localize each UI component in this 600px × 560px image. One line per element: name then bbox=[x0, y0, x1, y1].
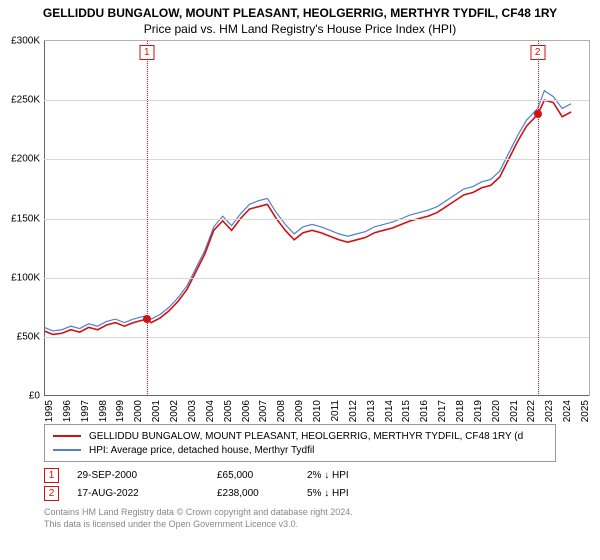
legend-swatch bbox=[53, 449, 81, 451]
y-tick-label: £100K bbox=[11, 272, 44, 283]
legend-label: GELLIDDU BUNGALOW, MOUNT PLEASANT, HEOLG… bbox=[89, 431, 523, 442]
chart-title-sub: Price paid vs. HM Land Registry's House … bbox=[0, 20, 600, 40]
x-tick-label: 2008 bbox=[276, 400, 287, 422]
x-tick-label: 2024 bbox=[562, 400, 573, 422]
sale-marker-index: 2 bbox=[530, 45, 545, 60]
chart-title-main: GELLIDDU BUNGALOW, MOUNT PLEASANT, HEOLG… bbox=[0, 0, 600, 20]
x-tick-label: 2002 bbox=[169, 400, 180, 422]
sale-row: 1 29-SEP-2000£65,0002% ↓ HPI bbox=[44, 466, 556, 484]
x-tick-label: 2016 bbox=[419, 400, 430, 422]
x-tick-label: 2012 bbox=[348, 400, 359, 422]
sale-marker-dot bbox=[534, 110, 542, 118]
y-gridline bbox=[44, 278, 589, 279]
sale-marker-dot bbox=[143, 315, 151, 323]
x-tick-label: 2007 bbox=[258, 400, 269, 422]
x-tick-label: 1996 bbox=[62, 400, 73, 422]
y-tick-label: £200K bbox=[11, 154, 44, 165]
sale-marker-line bbox=[538, 41, 539, 396]
x-tick-label: 2023 bbox=[544, 400, 555, 422]
sale-delta: 2% ↓ HPI bbox=[307, 470, 556, 481]
footer-attribution: Contains HM Land Registry data © Crown c… bbox=[44, 506, 556, 530]
y-tick-label: £150K bbox=[11, 213, 44, 224]
y-gridline bbox=[44, 159, 589, 160]
legend-item: GELLIDDU BUNGALOW, MOUNT PLEASANT, HEOLG… bbox=[53, 429, 547, 443]
x-tick-label: 2009 bbox=[294, 400, 305, 422]
x-tick-label: 2000 bbox=[133, 400, 144, 422]
footer-line-2: This data is licensed under the Open Gov… bbox=[44, 518, 556, 530]
x-tick-label: 2004 bbox=[205, 400, 216, 422]
x-tick-label: 2017 bbox=[437, 400, 448, 422]
x-tick-label: 1997 bbox=[80, 400, 91, 422]
x-tick-label: 2013 bbox=[366, 400, 377, 422]
y-tick-label: £300K bbox=[11, 36, 44, 47]
chart-area: £0£50K£100K£150K£200K£250K£300K199519961… bbox=[44, 40, 590, 420]
legend-item: HPI: Average price, detached house, Mert… bbox=[53, 443, 547, 457]
sale-marker-index: 1 bbox=[139, 45, 154, 60]
y-tick-label: £0 bbox=[29, 391, 44, 402]
plot-region: £0£50K£100K£150K£200K£250K£300K199519961… bbox=[44, 40, 590, 396]
x-tick-label: 1998 bbox=[98, 400, 109, 422]
x-tick-label: 2015 bbox=[401, 400, 412, 422]
y-gridline bbox=[44, 337, 589, 338]
series-price_paid bbox=[44, 100, 571, 334]
legend-label: HPI: Average price, detached house, Mert… bbox=[89, 445, 314, 456]
y-gridline bbox=[44, 219, 589, 220]
x-tick-label: 2022 bbox=[526, 400, 537, 422]
x-tick-label: 2010 bbox=[312, 400, 323, 422]
sale-delta: 5% ↓ HPI bbox=[307, 488, 556, 499]
sale-index: 1 bbox=[44, 468, 59, 483]
x-tick-label: 2020 bbox=[491, 400, 502, 422]
x-tick-label: 2011 bbox=[330, 400, 341, 422]
series-hpi bbox=[44, 91, 571, 331]
y-gridline bbox=[44, 100, 589, 101]
x-tick-label: 2021 bbox=[509, 400, 520, 422]
sales-table: 1 29-SEP-2000£65,0002% ↓ HPI 2 17-AUG-2022£… bbox=[44, 466, 556, 502]
x-tick-label: 2005 bbox=[223, 400, 234, 422]
legend: GELLIDDU BUNGALOW, MOUNT PLEASANT, HEOLG… bbox=[44, 424, 556, 462]
x-tick-label: 2014 bbox=[384, 400, 395, 422]
sale-price: £65,000 bbox=[217, 470, 307, 481]
sale-index: 2 bbox=[44, 486, 59, 501]
x-tick-label: 2018 bbox=[455, 400, 466, 422]
y-tick-label: £250K bbox=[11, 95, 44, 106]
x-tick-label: 2025 bbox=[580, 400, 591, 422]
y-tick-label: £50K bbox=[17, 331, 44, 342]
x-tick-label: 2019 bbox=[473, 400, 484, 422]
x-tick-label: 2003 bbox=[187, 400, 198, 422]
sale-row: 2 17-AUG-2022£238,0005% ↓ HPI bbox=[44, 484, 556, 502]
sale-marker-line bbox=[147, 41, 148, 396]
sale-date: 17-AUG-2022 bbox=[77, 488, 217, 499]
x-tick-label: 2001 bbox=[151, 400, 162, 422]
footer-line-1: Contains HM Land Registry data © Crown c… bbox=[44, 506, 556, 518]
legend-swatch bbox=[53, 435, 81, 437]
x-tick-label: 1995 bbox=[44, 400, 55, 422]
x-axis bbox=[44, 395, 589, 396]
x-tick-label: 2006 bbox=[241, 400, 252, 422]
sale-price: £238,000 bbox=[217, 488, 307, 499]
sale-date: 29-SEP-2000 bbox=[77, 470, 217, 481]
x-tick-label: 1999 bbox=[115, 400, 126, 422]
